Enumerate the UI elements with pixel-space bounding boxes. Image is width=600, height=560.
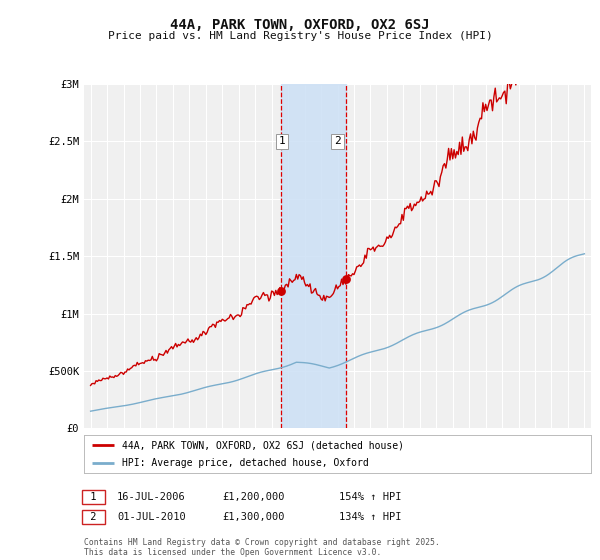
Text: 01-JUL-2010: 01-JUL-2010 [117,512,186,522]
Text: 1: 1 [84,492,103,502]
Text: 44A, PARK TOWN, OXFORD, OX2 6SJ (detached house): 44A, PARK TOWN, OXFORD, OX2 6SJ (detache… [122,440,404,450]
Text: 16-JUL-2006: 16-JUL-2006 [117,492,186,502]
Point [276,286,286,295]
Text: 44A, PARK TOWN, OXFORD, OX2 6SJ: 44A, PARK TOWN, OXFORD, OX2 6SJ [170,18,430,32]
Text: 134% ↑ HPI: 134% ↑ HPI [339,512,401,522]
Text: £1,300,000: £1,300,000 [222,512,284,522]
Text: Price paid vs. HM Land Registry's House Price Index (HPI): Price paid vs. HM Land Registry's House … [107,31,493,41]
Text: 1: 1 [279,137,286,146]
Text: 2: 2 [334,137,341,146]
Text: 2: 2 [84,512,103,522]
Text: £1,200,000: £1,200,000 [222,492,284,502]
Point [341,274,350,283]
Text: HPI: Average price, detached house, Oxford: HPI: Average price, detached house, Oxfo… [122,458,369,468]
Bar [281,84,346,428]
Text: 154% ↑ HPI: 154% ↑ HPI [339,492,401,502]
Text: Contains HM Land Registry data © Crown copyright and database right 2025.
This d: Contains HM Land Registry data © Crown c… [84,538,440,557]
